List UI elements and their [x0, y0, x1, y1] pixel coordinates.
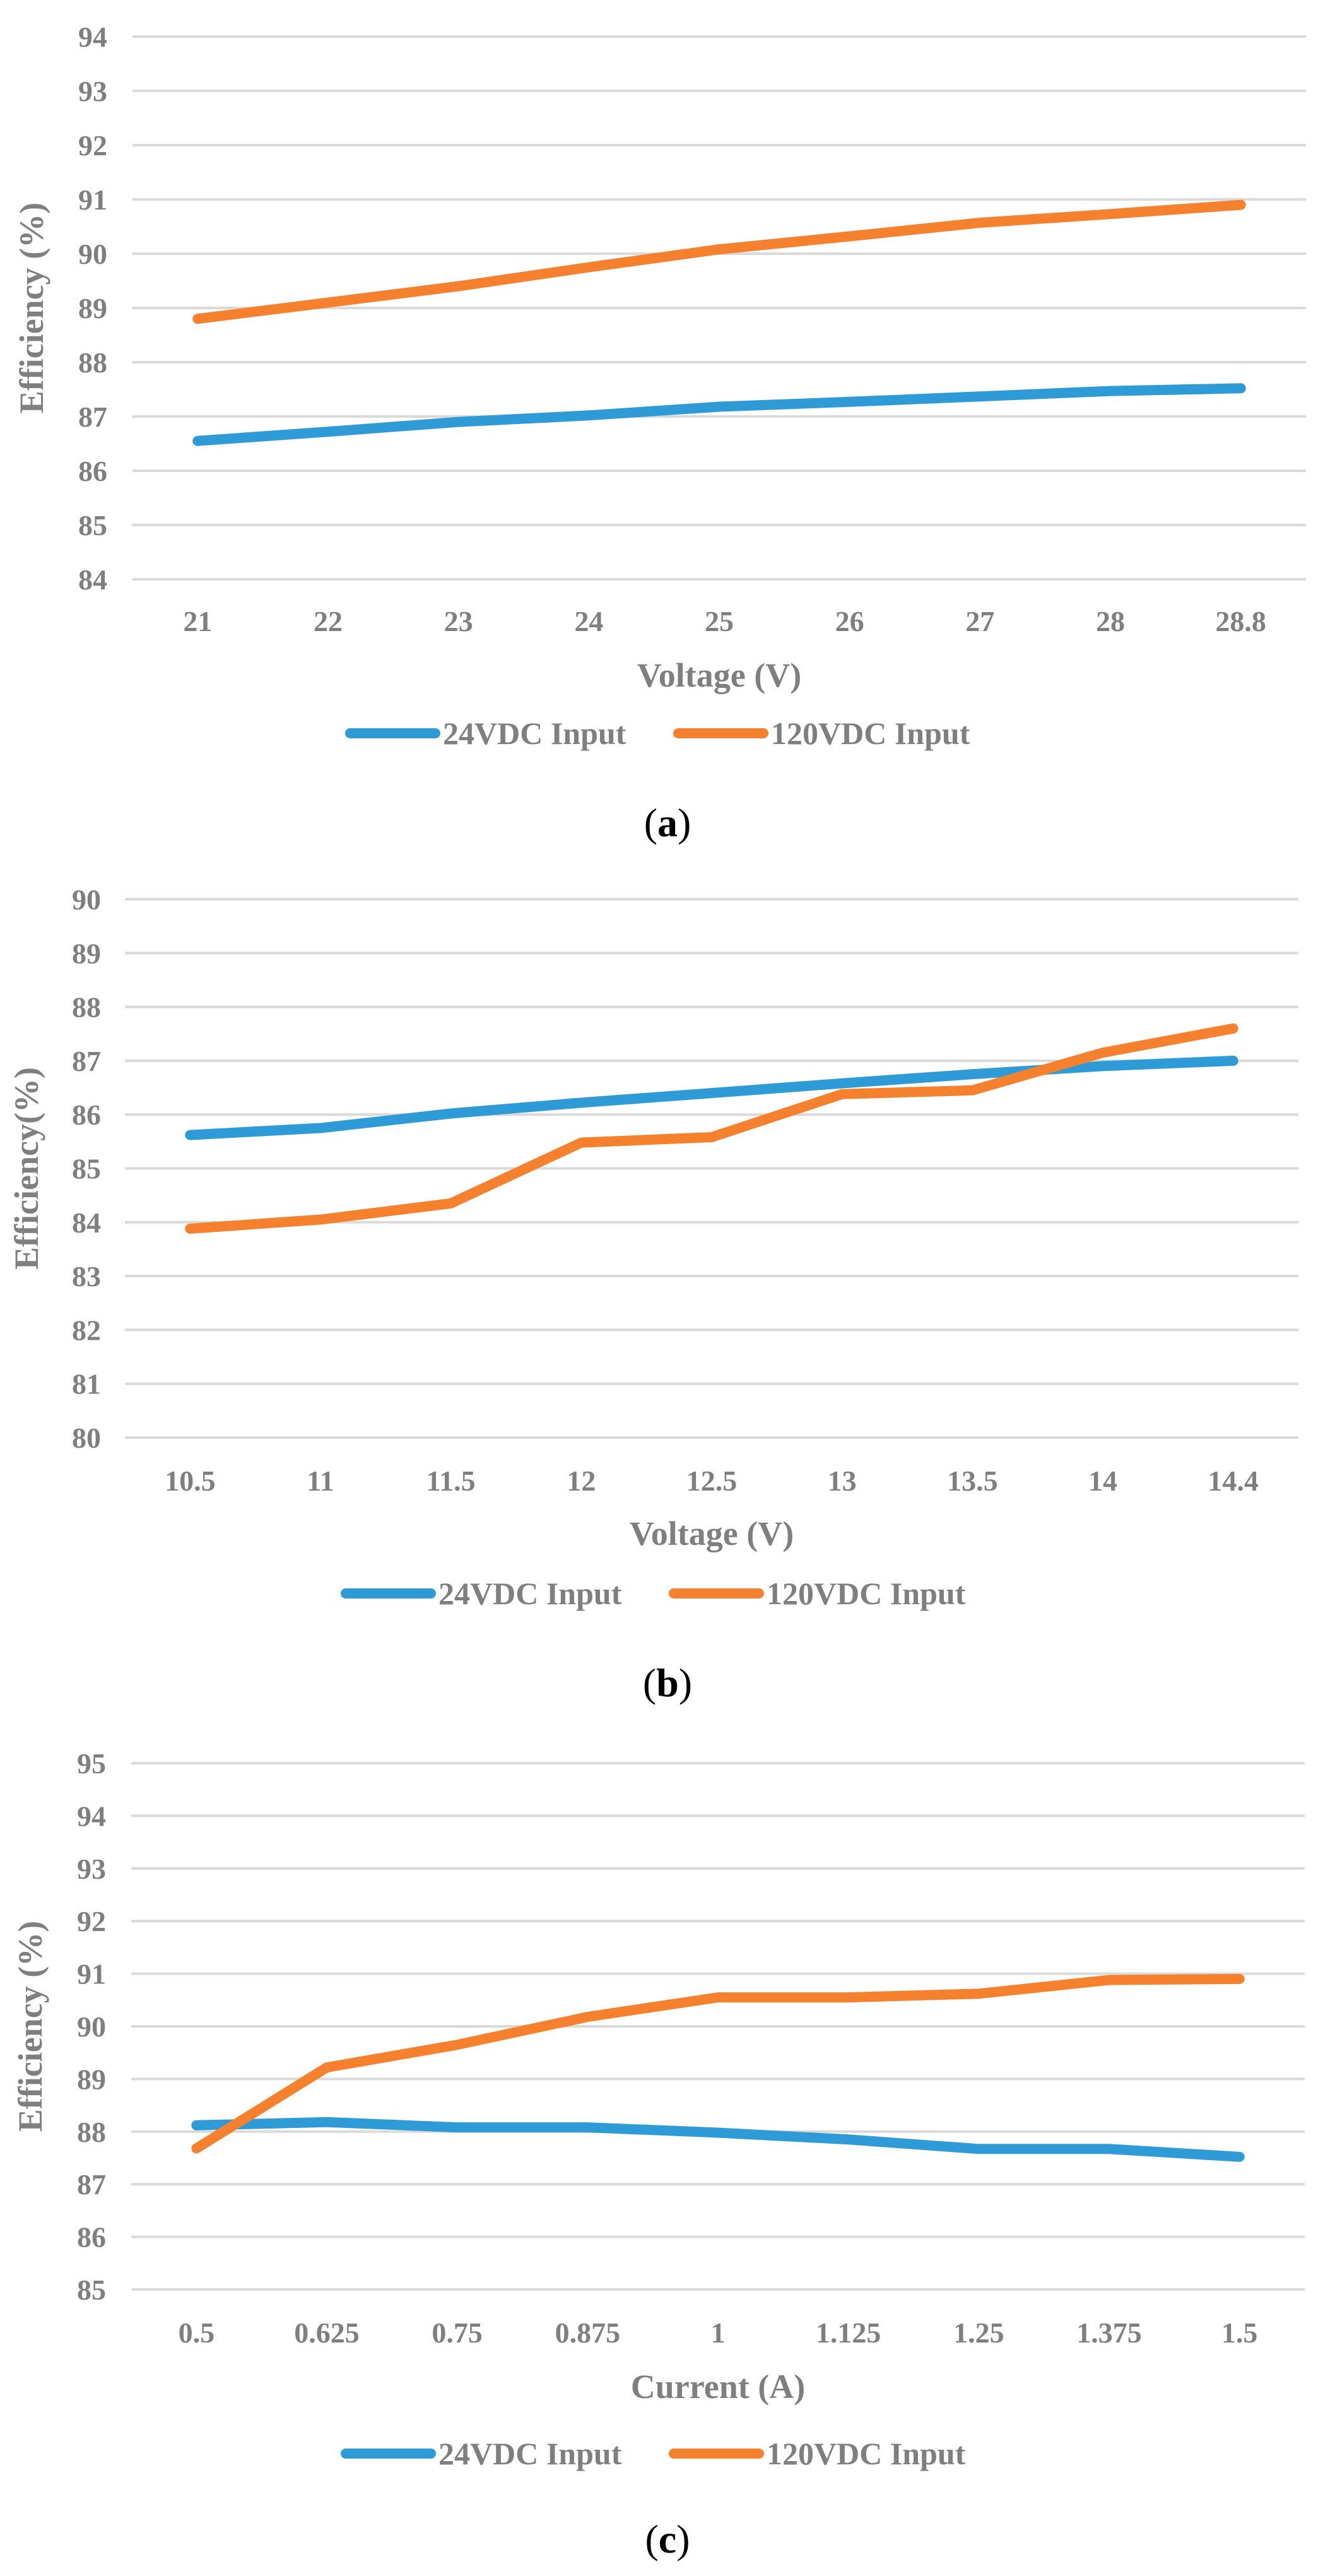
chart-b-series-line-2	[185, 1023, 1238, 1234]
chart-b-x-tick-label: 10.5	[165, 1465, 216, 1497]
chart-c-y-tick-label: 92	[77, 1905, 106, 1937]
chart-a-y-tick-label: 87	[78, 401, 107, 433]
chart-c-x-axis-title: Current (A)	[631, 2368, 805, 2406]
chart-b-caption: (b)	[643, 1660, 692, 1705]
chart-b-x-tick-label: 12	[567, 1465, 596, 1497]
chart-c-y-tick-label: 93	[77, 1853, 106, 1885]
chart-b-y-tick-label: 83	[72, 1260, 101, 1292]
chart-b-y-tick-label: 88	[72, 991, 101, 1024]
chart-c-x-tick-label: 0.625	[294, 2317, 360, 2349]
chart-c-y-axis-title: Efficiency (%)	[11, 1921, 49, 2132]
chart-a-y-tick-label: 94	[78, 21, 107, 53]
chart-a-x-tick-label: 24	[574, 605, 603, 637]
chart-c-y-tick-label: 94	[77, 1800, 106, 1832]
chart-b-x-tick-label: 14	[1088, 1465, 1117, 1497]
chart-a-series-line-1	[192, 383, 1246, 446]
chart-c-x-tick-label: 0.875	[555, 2317, 621, 2349]
chart-c-caption: (c)	[645, 2517, 690, 2561]
chart-c-y-tick-label: 87	[77, 2168, 106, 2201]
chart-b-x-axis-title: Voltage (V)	[630, 1515, 794, 1552]
chart-a-y-axis-title: Efficiency (%)	[13, 203, 50, 413]
chart-b-series-line-1	[185, 1055, 1238, 1140]
chart-a-y-tick-label: 88	[78, 346, 107, 379]
chart-a-y-tick-label: 84	[78, 564, 107, 596]
chart-c-series-line-1	[191, 2117, 1245, 2162]
chart-a-y-tick-label: 92	[78, 129, 107, 162]
chart-a-y-tick-label: 90	[78, 238, 107, 270]
chart-a-y-tick-label: 85	[78, 509, 107, 541]
chart-b-y-tick-label: 84	[72, 1207, 101, 1239]
chart-a-legend-label-2: 120VDC Input	[771, 716, 970, 751]
chart-a-y-tick-label: 93	[78, 75, 107, 107]
chart-c-series-line-2	[191, 1973, 1245, 2154]
chart-a-y-tick-label: 86	[78, 455, 107, 487]
chart-b-y-tick-label: 86	[72, 1099, 101, 1131]
chart-c-x-tick-label: 1.125	[816, 2317, 881, 2349]
chart-a-y-tick-label: 91	[78, 184, 107, 216]
chart-a-caption: (a)	[644, 800, 691, 845]
chart-c-y-tick-label: 85	[77, 2274, 106, 2306]
chart-b-y-axis-title: Efficiency(%)	[8, 1067, 45, 1270]
chart-b-x-tick-label: 13	[828, 1465, 857, 1497]
chart-b-y-tick-label: 82	[72, 1314, 101, 1346]
chart-a-x-tick-label: 22	[314, 605, 343, 637]
chart-c-y-tick-label: 88	[77, 2116, 106, 2148]
chart-c-x-tick-label: 1.5	[1221, 2317, 1258, 2349]
chart-b-y-tick-label: 89	[72, 937, 101, 969]
chart-c-y-tick-label: 89	[77, 2063, 106, 2095]
chart-b-y-tick-label: 85	[72, 1153, 101, 1185]
chart-c-legend-label-2: 120VDC Input	[767, 2436, 966, 2471]
chart-a-series-line-2	[192, 199, 1246, 324]
chart-c-x-tick-label: 1.25	[953, 2317, 1004, 2349]
chart-c-y-tick-label: 86	[77, 2221, 106, 2254]
chart-a-x-tick-label: 27	[965, 605, 994, 637]
chart-c-x-tick-label: 0.75	[432, 2317, 483, 2349]
chart-a-x-tick-label: 21	[183, 605, 212, 637]
chart-b-x-tick-label: 14.4	[1208, 1465, 1259, 1497]
chart-b-y-tick-label: 87	[72, 1045, 101, 1077]
chart-b-legend-label-1: 24VDC Input	[438, 1576, 622, 1611]
chart-a-y-tick-label: 89	[78, 292, 107, 324]
chart-c-x-tick-label: 1.375	[1076, 2317, 1142, 2349]
chart-a-legend-label-1: 24VDC Input	[443, 716, 626, 751]
chart-b-y-tick-label: 81	[72, 1368, 101, 1400]
chart-c-x-tick-label: 0.5	[179, 2317, 215, 2349]
chart-a-x-tick-label: 23	[444, 605, 473, 637]
chart-b-legend-label-2: 120VDC Input	[767, 1576, 966, 1611]
chart-a-x-tick-label: 28	[1096, 605, 1125, 637]
chart-c-x-tick-label: 1	[711, 2317, 726, 2349]
chart-b-x-tick-label: 13.5	[947, 1465, 998, 1497]
chart-b-x-tick-label: 12.5	[686, 1465, 738, 1497]
chart-c-y-tick-label: 95	[77, 1747, 106, 1780]
chart-a-x-tick-label: 28.8	[1215, 605, 1266, 637]
chart-b-x-tick-label: 11.5	[426, 1465, 476, 1497]
chart-b-y-tick-label: 80	[72, 1422, 101, 1454]
chart-b-y-tick-label: 90	[72, 883, 101, 916]
chart-a-x-axis-title: Voltage (V)	[637, 656, 801, 694]
chart-c-legend-label-1: 24VDC Input	[438, 2436, 622, 2471]
chart-a-x-tick-label: 26	[835, 605, 864, 637]
chart-a-x-tick-label: 25	[705, 605, 734, 637]
chart-c-y-tick-label: 91	[77, 1958, 106, 1990]
chart-c-y-tick-label: 90	[77, 2011, 106, 2043]
chart-b-x-tick-label: 11	[307, 1465, 334, 1497]
